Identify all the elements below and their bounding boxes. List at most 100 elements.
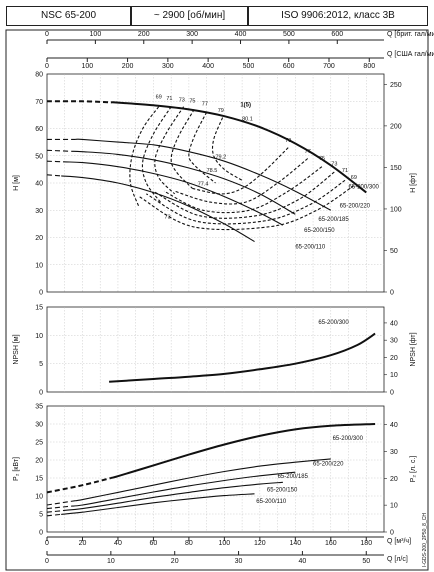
power-ytick-label: 15 bbox=[35, 476, 43, 483]
header-bar: NSC 65-200 ~ 2900 [об/мин] ISO 9906:2012… bbox=[0, 0, 434, 28]
efficiency-curve bbox=[153, 171, 335, 219]
efficiency-curve bbox=[141, 106, 172, 203]
top-axis-brit-tick-label: 500 bbox=[283, 31, 295, 38]
model-label: NSC 65-200 bbox=[6, 6, 131, 26]
bottom-axis-m3h-tick-label: 160 bbox=[325, 540, 337, 547]
top-axis-us-tick-label: 400 bbox=[202, 63, 214, 70]
head-ytick2-label: 0 bbox=[390, 290, 394, 297]
power-ytick2-label: 0 bbox=[390, 530, 394, 537]
head-ylabel: H [м] bbox=[13, 175, 20, 191]
npsh-ylabel2: NPSH [фт] bbox=[410, 332, 417, 366]
doc-code: I-GDS-200_2P50_8_CH bbox=[422, 513, 428, 567]
series-label: 65-200/220 bbox=[340, 204, 371, 210]
series-line-dashed bbox=[46, 174, 62, 177]
series-label: 65-200/150 bbox=[267, 488, 298, 494]
npsh-ytick2-label: 30 bbox=[390, 338, 398, 345]
power-ytick-label: 10 bbox=[35, 494, 43, 501]
series-line-dashed bbox=[46, 513, 62, 517]
bottom-axis-m3h-tick-label: 120 bbox=[254, 540, 266, 547]
series-line-dashed bbox=[46, 160, 67, 163]
head-ytick-label: 60 bbox=[35, 126, 43, 133]
series-line-dashed bbox=[46, 505, 72, 510]
npsh-ytick2-label: 0 bbox=[390, 390, 394, 397]
power-ytick-label: 0 bbox=[39, 530, 43, 537]
series-line-dashed bbox=[46, 149, 72, 152]
bottom-axis-m3h-tick-label: 140 bbox=[289, 540, 301, 547]
series-line-dashed bbox=[46, 509, 67, 513]
top-axis-us-tick-label: 500 bbox=[243, 63, 255, 70]
power-ytick2-label: 20 bbox=[390, 476, 398, 483]
efficiency-label: 73 bbox=[165, 214, 171, 220]
series-label: 65-200/300 bbox=[333, 436, 364, 442]
head-ytick-label: 0 bbox=[39, 290, 43, 297]
power-ytick-label: 20 bbox=[35, 458, 43, 465]
bottom-axis-m3h-tick-label: 40 bbox=[114, 540, 122, 547]
efficiency-curve bbox=[188, 111, 216, 184]
npsh-ytick2-label: 40 bbox=[390, 320, 398, 327]
top-axis-brit-tick-label: 400 bbox=[235, 31, 247, 38]
head-ytick-label: 20 bbox=[35, 235, 43, 242]
head-ytick-label: 10 bbox=[35, 262, 43, 269]
efficiency-label: 77.4 bbox=[198, 182, 209, 188]
efficiency-label: 69 bbox=[156, 95, 162, 101]
efficiency-label: 73 bbox=[179, 97, 185, 103]
power-ytick2-label: 10 bbox=[390, 503, 398, 510]
series-line bbox=[61, 493, 255, 515]
power-ylabel: P₂ [кВт] bbox=[13, 457, 20, 481]
efficiency-curve bbox=[154, 106, 185, 195]
outer-frame bbox=[5, 29, 429, 571]
bottom-axis-ls-tick-label: 10 bbox=[107, 558, 115, 565]
series-line bbox=[75, 138, 332, 211]
bottom-axis-ls-label: Q [л/с] bbox=[387, 556, 408, 563]
top-axis-us-tick-label: 200 bbox=[122, 63, 134, 70]
npsh-ytick-label: 5 bbox=[39, 361, 43, 368]
bottom-axis-m3h-tick-label: 20 bbox=[79, 540, 87, 547]
top-axis-brit-tick-label: 100 bbox=[90, 31, 102, 38]
top-axis-brit-tick-label: 600 bbox=[331, 31, 343, 38]
efficiency-label: 69 bbox=[351, 175, 357, 181]
bottom-axis-m3h-tick-label: 0 bbox=[45, 540, 49, 547]
bottom-axis-ls-tick-label: 0 bbox=[45, 558, 49, 565]
series-line bbox=[66, 161, 284, 226]
bottom-axis-m3h-tick-label: 100 bbox=[219, 540, 231, 547]
speed-label: ~ 2900 [об/мин] bbox=[131, 6, 248, 26]
efficiency-label: 73 bbox=[331, 161, 337, 167]
efficiency-label: 78.5 bbox=[207, 168, 218, 174]
head-ytick-label: 80 bbox=[35, 72, 43, 79]
head-ytick-label: 30 bbox=[35, 208, 43, 215]
top-axis-brit-label: Q [брит. гал/мин] bbox=[387, 30, 434, 38]
efficiency-label: 77 bbox=[202, 101, 208, 107]
series-line-dashed bbox=[46, 100, 111, 104]
npsh-ytick-label: 15 bbox=[35, 305, 43, 312]
efficiency-label: 79.2 bbox=[215, 154, 226, 160]
top-axis-us-tick-label: 800 bbox=[363, 63, 375, 70]
top-axis-us-tick-label: 300 bbox=[162, 63, 174, 70]
npsh-ylabel: NPSH [м] bbox=[13, 334, 20, 364]
top-axis-brit-tick-label: 0 bbox=[45, 31, 49, 38]
top-axis-brit-tick-label: 200 bbox=[138, 31, 150, 38]
series-label: 65-200/150 bbox=[304, 228, 335, 234]
series-line bbox=[110, 423, 376, 479]
series-line bbox=[61, 175, 255, 243]
series-line-dashed bbox=[46, 477, 112, 494]
head-ytick2-label: 250 bbox=[390, 82, 402, 89]
npsh-ytick2-label: 20 bbox=[390, 355, 398, 362]
head-ytick-label: 70 bbox=[35, 99, 43, 106]
efficiency-label: 75 bbox=[319, 156, 325, 162]
power-ytick2-label: 30 bbox=[390, 449, 398, 456]
npsh-ytick2-label: 10 bbox=[390, 372, 398, 379]
bottom-axis-ls-tick-label: 50 bbox=[362, 558, 370, 565]
efficiency-label: 71 bbox=[342, 168, 348, 174]
standard-label: ISO 9906:2012, класс 3В bbox=[248, 6, 428, 26]
series-label: 65-200/220 bbox=[313, 461, 344, 467]
efficiency-curve bbox=[163, 166, 323, 214]
power-ytick2-label: 40 bbox=[390, 422, 398, 429]
head-ytick2-label: 200 bbox=[390, 123, 402, 130]
top-axis-us-tick-label: 100 bbox=[81, 63, 93, 70]
npsh-ytick-label: 10 bbox=[35, 333, 43, 340]
efficiency-label: 79 bbox=[218, 108, 224, 114]
efficiency-curve bbox=[211, 117, 243, 181]
bottom-axis-ls-tick-label: 20 bbox=[171, 558, 179, 565]
efficiency-curve bbox=[146, 179, 346, 225]
